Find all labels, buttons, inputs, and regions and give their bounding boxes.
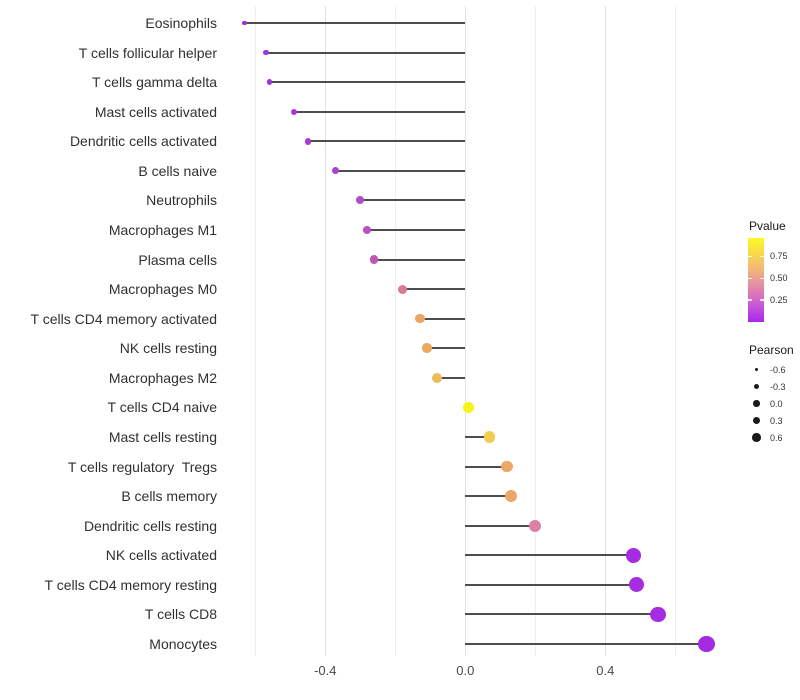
pearson-legend-dot <box>754 384 760 390</box>
lollipop-stem <box>293 110 466 113</box>
y-axis-label: Plasma cells <box>138 251 217 268</box>
lollipop-dot <box>504 490 517 503</box>
pvalue-legend-title: Pvalue <box>749 219 786 233</box>
y-axis-label: Neutrophils <box>146 192 217 209</box>
lollipop-stem <box>360 199 466 202</box>
lollipop-dot <box>698 635 716 653</box>
y-axis-label: Mast cells resting <box>108 428 217 445</box>
lollipop-dot <box>463 402 475 413</box>
pearson-legend-label: 0.6 <box>770 432 783 443</box>
pearson-legend-label: 0.3 <box>770 415 783 426</box>
y-axis-label: T cells CD4 memory activated <box>30 310 217 327</box>
y-axis-label: B cells naive <box>138 162 217 179</box>
y-axis-label: Dendritic cells resting <box>83 517 217 534</box>
lollipop-dot <box>290 108 297 115</box>
lollipop-stem <box>465 613 658 616</box>
lollipop-stem <box>426 347 466 350</box>
x-axis-tick-label: -0.4 <box>314 663 337 678</box>
colorbar-tick-mark <box>760 277 764 279</box>
lollipop-stem <box>437 376 466 379</box>
gridline-major <box>465 6 467 656</box>
lollipop-stem <box>465 495 511 498</box>
lollipop-dot <box>484 431 496 443</box>
lollipop-stem <box>335 169 466 172</box>
pearson-legend-dot <box>753 400 760 407</box>
lollipop-dot <box>242 20 248 26</box>
lollipop-dot <box>629 577 645 593</box>
lollipop-dot <box>332 167 340 175</box>
lollipop-stem <box>465 554 634 557</box>
pearson-legend-label: -0.3 <box>770 381 786 392</box>
y-axis-label: T cells gamma delta <box>91 74 217 91</box>
lollipop-dot <box>650 606 666 623</box>
lollipop-dot <box>266 79 273 85</box>
pearson-legend-label: 0.0 <box>770 398 783 409</box>
lollipop-dot <box>356 196 365 205</box>
lollipop-dot <box>529 519 542 532</box>
x-axis-tick-label: 0.4 <box>596 663 615 678</box>
lollipop-stem <box>465 465 508 468</box>
lollipop-dot <box>304 138 312 145</box>
gridline-major <box>605 6 607 656</box>
pearson-legend-dot <box>755 368 759 372</box>
y-axis-label: Monocytes <box>149 635 217 652</box>
pearson-legend-title: Pearson <box>749 343 794 357</box>
pearson-legend-dot <box>752 433 761 442</box>
y-axis-label: Macrophages M1 <box>108 221 217 238</box>
colorbar-tick-label: 0.50 <box>770 273 788 284</box>
y-axis-label: T cells follicular helper <box>78 44 217 61</box>
colorbar-tick-mark <box>748 277 752 279</box>
y-axis-label: NK cells activated <box>105 547 217 564</box>
gridline-minor <box>255 6 257 656</box>
y-axis-label: B cells memory <box>121 488 217 505</box>
y-axis-label: Macrophages M2 <box>108 369 217 386</box>
lollipop-stem <box>269 81 466 84</box>
colorbar-tick-mark <box>748 255 752 258</box>
y-axis-label: Dendritic cells activated <box>69 133 217 150</box>
y-axis-label: NK cells resting <box>119 340 217 357</box>
lollipop-stem <box>374 258 466 261</box>
pearson-legend-label: -0.6 <box>770 364 786 375</box>
y-axis-label: T cells CD8 <box>144 606 217 623</box>
lollipop-dot <box>397 284 407 294</box>
lollipop-stem <box>307 140 466 143</box>
lollipop-dot <box>263 49 269 56</box>
lollipop-stem <box>367 228 466 231</box>
lollipop-dot <box>625 547 641 563</box>
lollipop-dot <box>363 225 372 235</box>
colorbar-tick-mark <box>748 299 752 301</box>
pearson-legend-dot <box>752 416 761 425</box>
colorbar-tick-mark <box>760 255 764 258</box>
y-axis-label: Macrophages M0 <box>108 281 217 298</box>
gridline-major <box>325 6 327 656</box>
gridline-minor <box>535 6 537 656</box>
lollipop-stem <box>402 288 466 291</box>
lollipop-dot <box>415 313 425 324</box>
y-axis-label: T cells regulatory Tregs <box>67 458 217 475</box>
lollipop-stem <box>244 22 466 24</box>
lollipop-dot <box>370 255 379 264</box>
lollipop-stem <box>465 435 490 438</box>
lollipop-stem <box>465 524 536 527</box>
gridline-minor <box>675 6 677 656</box>
lollipop-dot <box>421 343 432 354</box>
lollipop-dot <box>432 372 443 383</box>
lollipop-stem <box>419 317 466 320</box>
y-axis-label: Mast cells activated <box>94 103 217 120</box>
lollipop-stem <box>465 642 707 645</box>
x-axis-tick-label: 0.0 <box>456 663 475 678</box>
y-axis-label: Eosinophils <box>145 15 217 31</box>
pvalue-colorbar <box>748 238 764 322</box>
colorbar-tick-label: 0.75 <box>770 251 788 262</box>
lollipop-stem <box>265 51 466 54</box>
colorbar-tick-mark <box>760 299 764 301</box>
y-axis-label: T cells CD4 naive <box>107 399 217 416</box>
lollipop-dot <box>501 460 514 473</box>
gridline-minor <box>395 6 397 656</box>
lollipop-stem <box>465 583 637 586</box>
colorbar-tick-label: 0.25 <box>770 295 788 306</box>
y-axis-label: T cells CD4 memory resting <box>44 576 217 593</box>
